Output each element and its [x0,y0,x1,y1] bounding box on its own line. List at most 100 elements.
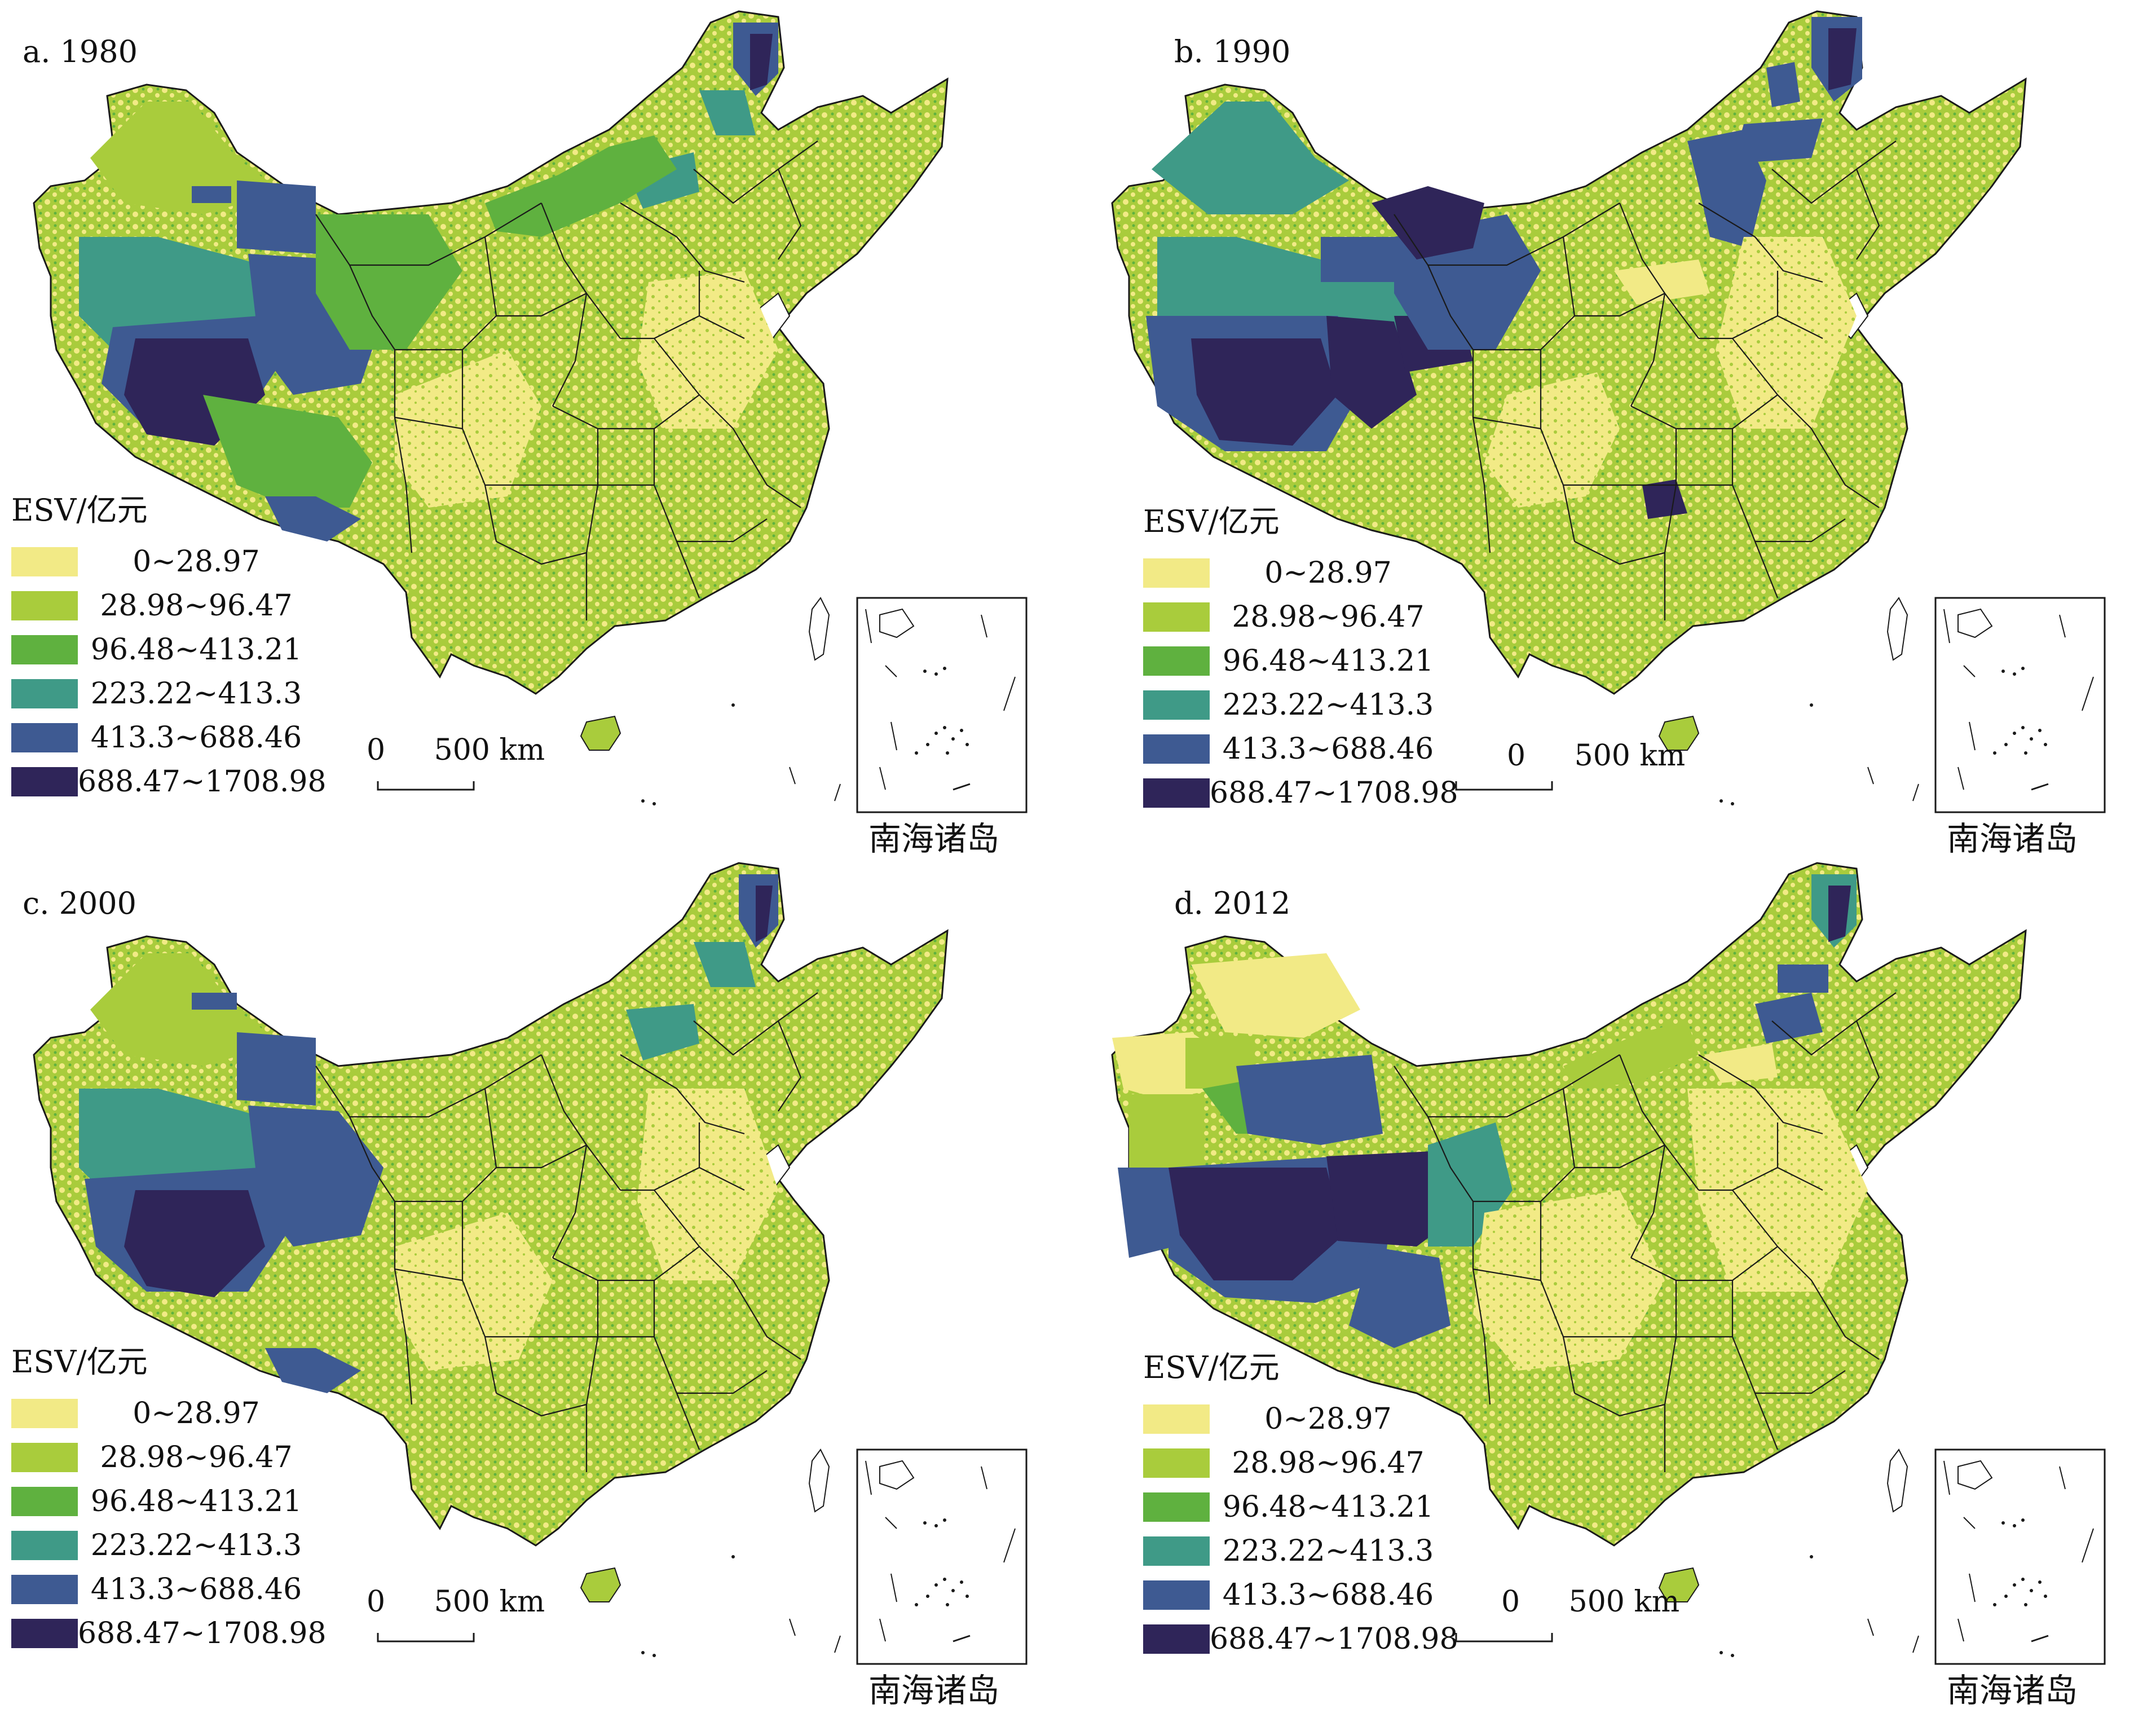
legend-label: 223.22~413.3 [90,677,302,711]
legend-title: ESV/亿元 [1143,1350,1280,1385]
legend-item: 688.47~1708.98 [1143,1617,1458,1661]
legend-label: 688.47~1708.98 [1210,1622,1458,1656]
legend-label: 0~28.97 [133,1397,260,1430]
legend-item: 223.22~413.3 [11,1523,315,1567]
scale-zero: 0 [367,1585,386,1619]
scale-distance: 500 km [1568,1585,1680,1619]
legend-swatch [1143,778,1210,808]
legend-label: 96.48~413.21 [90,633,302,667]
legend-label: 413.3~688.46 [90,721,302,755]
legend-item: 688.47~1708.98 [1143,771,1458,815]
legend-swatch [11,679,78,708]
legend-swatch [11,1575,78,1604]
legend-item: 0~28.97 [11,540,315,584]
legend-label: 413.3~688.46 [1222,1578,1434,1612]
legend-swatch [11,1531,78,1560]
map-panel-d: d. 2012 ESV/亿元 0~28.97 28.98~96.47 96.48… [1078,852,2150,1710]
legend-label: 688.47~1708.98 [78,765,327,799]
legend-swatch [1143,602,1210,632]
legend-item: 28.98~96.47 [11,1435,315,1479]
legend-swatch [1143,1404,1210,1434]
legend-label: 96.48~413.21 [90,1485,302,1518]
legend-swatch [11,723,78,752]
legend-item: 223.22~413.3 [1143,683,1447,727]
scale-bar: 0 500 km [1501,1585,1679,1619]
legend-item: 0~28.97 [1143,1397,1447,1441]
legend-item: 0~28.97 [1143,551,1447,595]
inset-label: 南海诸岛 [868,820,1000,858]
legend-swatch [1143,690,1210,720]
scale-zero: 0 [1501,1585,1520,1619]
legend-item: 96.48~413.21 [1143,639,1447,683]
legend-label: 413.3~688.46 [90,1573,302,1606]
legend-item: 688.47~1708.98 [11,1611,327,1655]
scale-zero: 0 [367,733,386,767]
map-panel-a: a. 1980 ESV/亿元 0~28.97 28.98~96.47 96.48… [0,0,1072,858]
legend-label: 0~28.97 [1264,1402,1392,1436]
legend: ESV/亿元 0~28.97 28.98~96.47 96.48~413.21 … [1143,1342,1458,1661]
legend-label: 28.98~96.47 [1232,1446,1425,1480]
legend-item: 413.3~688.46 [11,716,315,760]
legend-item: 96.48~413.21 [11,628,315,672]
scale-distance: 500 km [434,733,545,767]
legend-title: ESV/亿元 [1143,504,1280,539]
inset-label: 南海诸岛 [1947,820,2078,858]
legend-item: 28.98~96.47 [1143,1441,1447,1485]
legend-swatch [1143,1492,1210,1522]
legend-swatch [11,1443,78,1472]
legend-swatch [1143,1624,1210,1654]
legend-swatch [1143,734,1210,764]
legend-swatch [11,767,78,796]
map-panel-b: b. 1990 ESV/亿元 0~28.97 28.98~96.47 96.48… [1078,0,2150,858]
panel-title: a. 1980 [23,34,138,69]
legend-item: 223.22~413.3 [11,672,315,716]
scale-bar: 0 500 km [367,1585,545,1619]
legend-swatch [11,635,78,664]
panel-title: c. 2000 [23,886,136,921]
legend-label: 688.47~1708.98 [78,1617,327,1650]
legend: ESV/亿元 0~28.97 28.98~96.47 96.48~413.21 … [1143,496,1458,815]
legend-label: 223.22~413.3 [90,1529,302,1562]
legend-label: 223.22~413.3 [1222,688,1434,722]
scale-distance: 500 km [434,1585,545,1619]
legend-title: ESV/亿元 [11,492,148,528]
scale-bar: 0 500 km [367,733,545,767]
legend-label: 688.47~1708.98 [1210,776,1458,810]
legend-label: 96.48~413.21 [1222,1490,1434,1524]
legend-item: 413.3~688.46 [1143,727,1447,771]
panel-title: b. 1990 [1174,34,1291,69]
legend-item: 413.3~688.46 [11,1567,315,1611]
legend-item: 28.98~96.47 [11,584,315,628]
inset-label: 南海诸岛 [1947,1671,2078,1710]
legend-swatch [11,1487,78,1516]
legend-item: 28.98~96.47 [1143,595,1447,639]
legend: ESV/亿元 0~28.97 28.98~96.47 96.48~413.21 … [11,1337,327,1655]
panel-title: d. 2012 [1174,886,1291,921]
legend-swatch [11,1619,78,1648]
legend-swatch [1143,1580,1210,1610]
legend-label: 28.98~96.47 [100,589,293,623]
legend: ESV/亿元 0~28.97 28.98~96.47 96.48~413.21 … [11,485,327,804]
legend-item: 0~28.97 [11,1391,315,1435]
legend-label: 28.98~96.47 [1232,600,1425,634]
legend-label: 96.48~413.21 [1222,644,1434,678]
legend-swatch [1143,558,1210,588]
legend-item: 413.3~688.46 [1143,1573,1447,1617]
legend-label: 413.3~688.46 [1222,732,1434,766]
legend-swatch [11,591,78,620]
legend-item: 96.48~413.21 [11,1479,315,1523]
scale-distance: 500 km [1574,739,1686,773]
map-panel-c: c. 2000 ESV/亿元 0~28.97 28.98~96.47 96.48… [0,852,1072,1710]
legend-swatch [1143,646,1210,676]
legend-swatch [1143,1448,1210,1478]
inset-label: 南海诸岛 [868,1671,1000,1710]
legend-item: 96.48~413.21 [1143,1485,1447,1529]
scale-bar: 0 500 km [1507,739,1685,773]
legend-label: 223.22~413.3 [1222,1534,1434,1568]
legend-item: 223.22~413.3 [1143,1529,1447,1573]
legend-swatch [1143,1536,1210,1566]
scale-zero: 0 [1507,739,1526,773]
legend-swatch [11,547,78,576]
legend-title: ESV/亿元 [11,1344,148,1380]
legend-label: 28.98~96.47 [100,1441,293,1474]
